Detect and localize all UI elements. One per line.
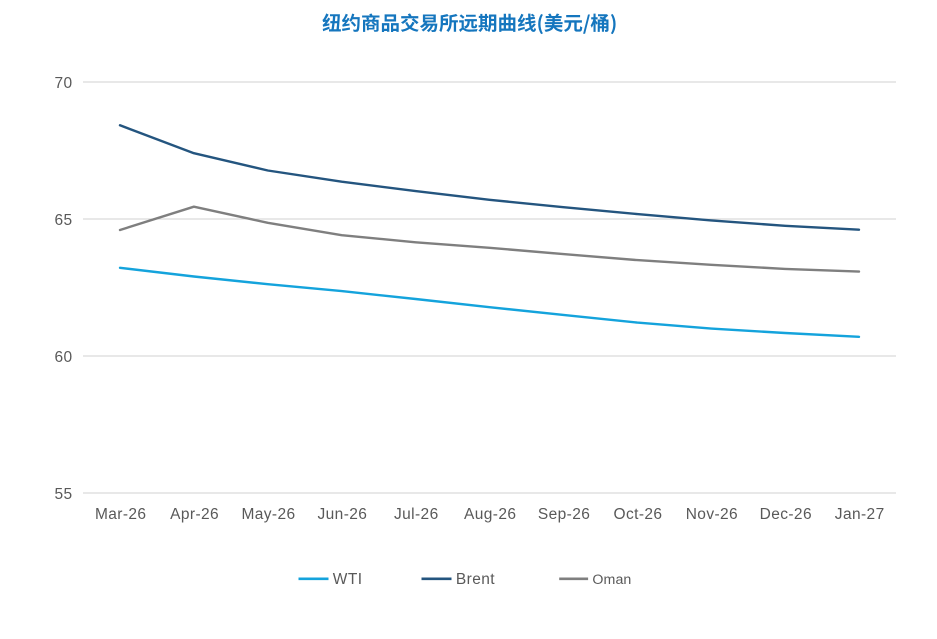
svg-text:May-26: May-26 [241,506,295,523]
svg-text:65: 65 [54,212,72,229]
svg-text:Dec-26: Dec-26 [760,506,812,523]
svg-text:60: 60 [54,349,72,366]
svg-text:Aug-26: Aug-26 [464,506,516,523]
svg-text:70: 70 [54,75,72,92]
svg-text:Jun-26: Jun-26 [318,506,368,523]
svg-text:Brent: Brent [456,571,495,588]
svg-text:WTI: WTI [333,571,363,588]
svg-text:Oct-26: Oct-26 [614,506,663,523]
svg-text:Oman: Oman [592,572,631,588]
svg-text:Jul-26: Jul-26 [394,506,439,523]
svg-text:Apr-26: Apr-26 [170,506,219,523]
svg-text:Mar-26: Mar-26 [95,506,147,523]
svg-text:Jan-27: Jan-27 [835,506,885,523]
svg-text:Nov-26: Nov-26 [686,506,738,523]
svg-text:Sep-26: Sep-26 [538,506,590,523]
svg-text:55: 55 [54,486,72,503]
